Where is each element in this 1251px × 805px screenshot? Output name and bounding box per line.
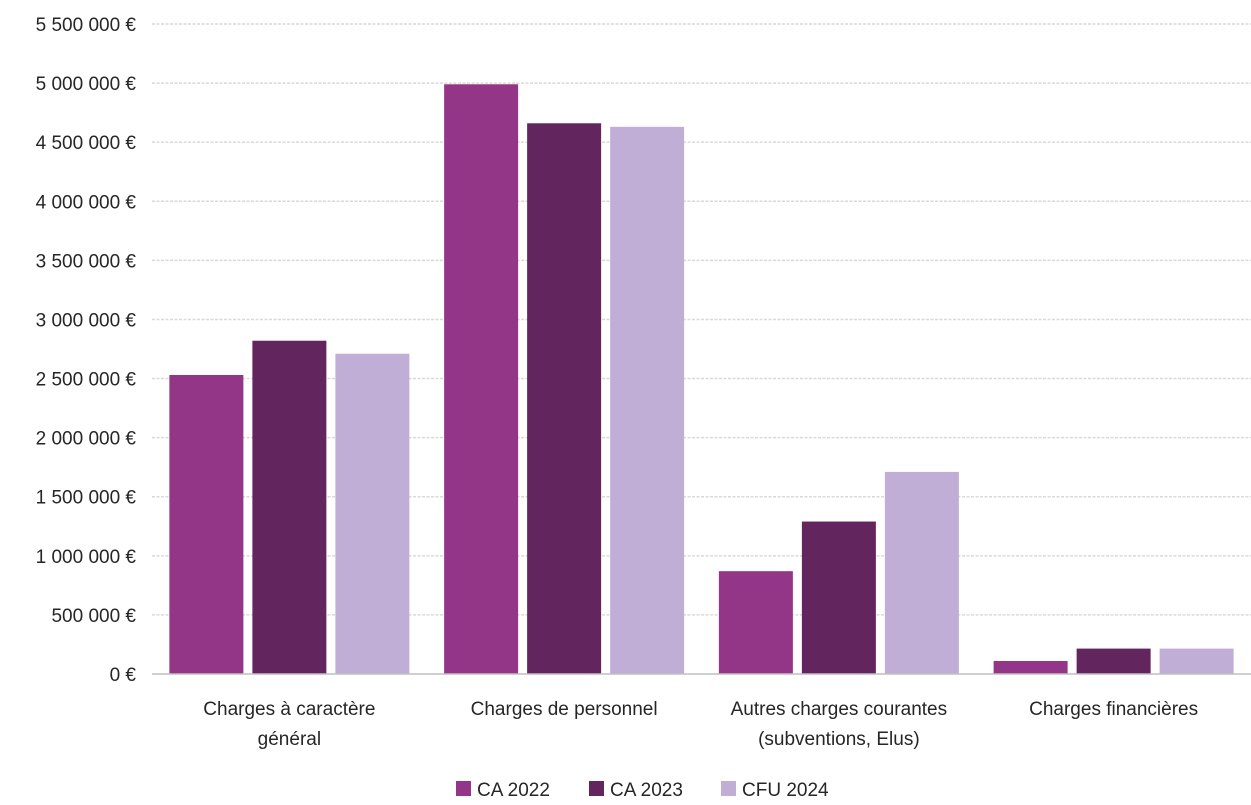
bar-cfu-2024-cat-3 (1159, 648, 1234, 674)
legend-label: CA 2023 (610, 780, 683, 801)
category-label: Charges de personnel (471, 699, 658, 720)
bar-ca-2022-cat-3 (993, 661, 1068, 674)
y-tick-label: 4 500 000 € (36, 133, 137, 154)
legend-swatch-ca-2023 (589, 781, 604, 796)
gridlines (152, 23, 1251, 616)
y-tick-label: 2 500 000 € (36, 370, 137, 391)
bar-ca-2022-cat-1 (444, 84, 519, 675)
y-tick-label: 1 000 000 € (36, 547, 137, 568)
category-label: Autres charges courantes (731, 699, 948, 720)
bar-cfu-2024-cat-0 (335, 353, 410, 674)
category-label: général (258, 729, 321, 750)
bar-cfu-2024-cat-1 (610, 126, 685, 675)
y-tick-label: 2 000 000 € (36, 429, 137, 450)
legend: CA 2022 CA 2023 CFU 2024 (456, 780, 829, 801)
legend-label: CFU 2024 (742, 780, 829, 801)
y-tick-label: 4 000 000 € (36, 192, 137, 213)
y-tick-label: 5 000 000 € (36, 74, 137, 95)
y-axis-tick-labels: 0 € 500 000 € 1 000 000 € 1 500 000 € 2 000 … (36, 15, 137, 686)
legend-swatch-ca-2022 (456, 781, 471, 796)
category-label: (subventions, Elus) (758, 729, 920, 750)
x-axis-category-labels: Charges à caractère général Charges de per… (203, 699, 1198, 750)
bar-ca-2023-cat-0 (252, 340, 327, 674)
legend-swatch-cfu-2024 (721, 781, 736, 796)
bar-ca-2023-cat-1 (527, 123, 602, 675)
legend-label: CA 2022 (477, 780, 550, 801)
bar-ca-2022-cat-2 (718, 571, 793, 674)
y-tick-label: 0 € (110, 665, 137, 686)
bars (169, 84, 1234, 675)
category-label: Charges à caractère (203, 699, 375, 720)
y-tick-label: 1 500 000 € (36, 488, 137, 509)
bar-ca-2023-cat-3 (1076, 648, 1151, 674)
bar-ca-2022-cat-0 (169, 375, 244, 674)
y-tick-label: 500 000 € (51, 606, 136, 627)
y-tick-label: 3 500 000 € (36, 251, 137, 272)
y-tick-label: 3 000 000 € (36, 310, 137, 331)
category-label: Charges financières (1029, 699, 1198, 720)
bar-cfu-2024-cat-2 (884, 471, 959, 674)
bar-ca-2023-cat-2 (801, 521, 876, 674)
y-tick-label: 5 500 000 € (36, 15, 137, 36)
